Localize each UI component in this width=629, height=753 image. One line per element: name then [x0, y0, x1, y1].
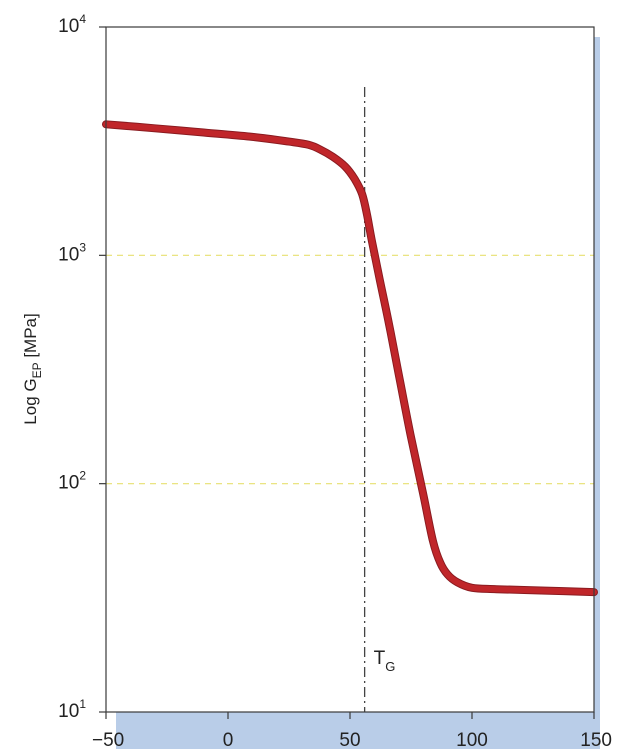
x-tick-label: 50	[339, 730, 360, 751]
y-tick-label: 104	[58, 12, 86, 37]
curve-layer	[102, 120, 598, 597]
y-tick-label: 102	[58, 469, 86, 494]
y-axis-title: Log GEP [MPa]	[21, 313, 44, 424]
y-ticks: 101 102 103 104	[58, 12, 106, 722]
y-tick-label: 103	[58, 240, 86, 265]
x-ticks: −50 0 50 100 150	[92, 712, 612, 751]
grid-lines	[106, 254, 594, 485]
x-tick-label: 100	[456, 730, 488, 751]
series-line	[103, 121, 597, 596]
x-tick-label: 0	[223, 730, 234, 751]
plot-area	[106, 27, 594, 712]
y-tick-label: 101	[58, 697, 86, 722]
x-tick-label: 150	[580, 730, 612, 751]
x-tick-label: −50	[92, 730, 124, 751]
tg-label: TG	[374, 648, 396, 674]
